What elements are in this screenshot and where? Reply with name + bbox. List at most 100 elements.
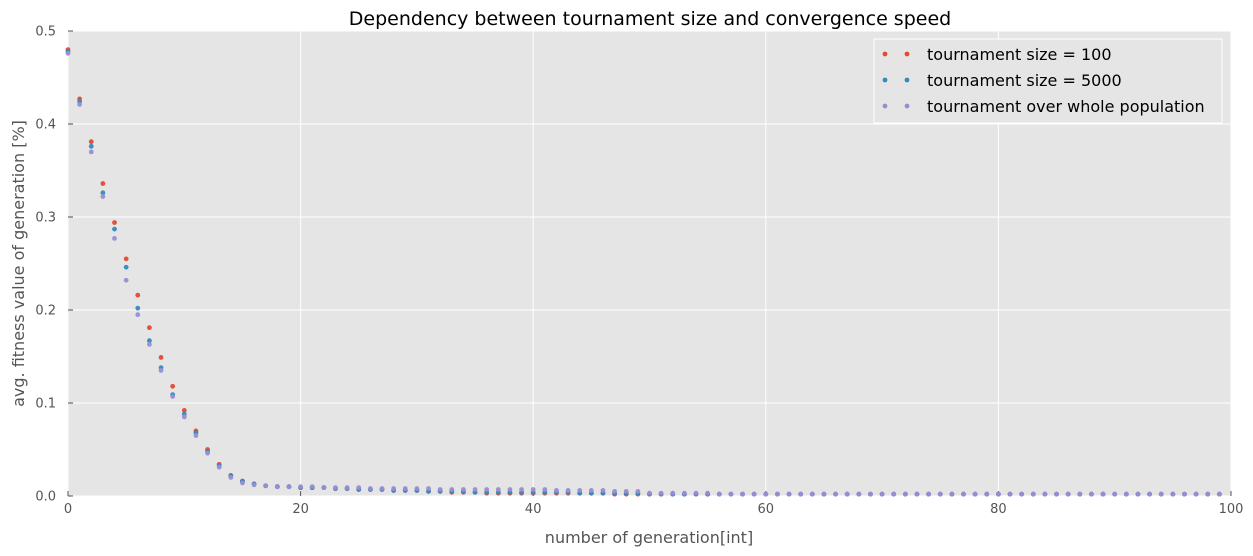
data-point <box>949 491 955 497</box>
data-point <box>135 312 141 318</box>
data-point <box>495 487 501 492</box>
data-point <box>600 488 606 493</box>
data-point <box>298 484 303 490</box>
legend-label: tournament size = 100 <box>927 45 1112 64</box>
x-axis-title: number of generation[int] <box>545 528 753 547</box>
data-point <box>844 491 850 497</box>
data-point <box>647 490 652 496</box>
data-point <box>484 487 490 492</box>
data-point <box>868 491 873 497</box>
data-point <box>88 143 94 149</box>
data-point <box>972 491 978 497</box>
data-point <box>112 235 117 241</box>
data-point <box>356 485 362 491</box>
data-point <box>763 491 769 497</box>
data-point <box>135 305 141 311</box>
data-point <box>1019 491 1025 497</box>
data-point <box>414 486 420 491</box>
legend-label: tournament over whole population <box>927 97 1205 116</box>
data-point <box>565 488 571 493</box>
y-tick-label: 0.5 <box>35 25 56 40</box>
data-point <box>1147 491 1152 497</box>
x-tick-label: 100 <box>1219 502 1244 517</box>
data-point <box>181 408 187 413</box>
data-point <box>216 464 222 470</box>
data-point <box>902 491 908 497</box>
data-point <box>158 355 164 360</box>
data-point <box>170 383 176 389</box>
data-point <box>367 486 373 491</box>
data-point <box>507 487 513 492</box>
y-tick-label: 0.3 <box>35 211 56 226</box>
data-point <box>333 485 338 491</box>
data-point <box>1077 491 1083 497</box>
data-point <box>542 487 548 492</box>
data-point <box>914 491 920 497</box>
data-point <box>205 450 210 456</box>
data-point <box>147 325 152 331</box>
data-point <box>1030 491 1036 497</box>
legend-marker <box>904 77 910 83</box>
data-point <box>100 181 106 186</box>
data-point <box>728 491 734 497</box>
data-point <box>426 486 431 491</box>
data-point <box>147 338 152 344</box>
axis-ticks: 0 20 40 60 80 100 0.0 0.1 0.2 0.3 0.4 0.5 <box>35 25 1243 518</box>
legend-marker <box>882 51 888 57</box>
data-point <box>391 486 397 491</box>
data-point <box>681 490 687 496</box>
data-point <box>344 485 350 491</box>
data-point <box>926 491 932 497</box>
data-point <box>612 488 618 494</box>
data-point <box>1042 491 1048 497</box>
data-point <box>123 277 129 283</box>
data-point <box>274 484 280 490</box>
x-tick-label: 60 <box>758 502 775 517</box>
data-point <box>996 491 1001 497</box>
data-point <box>402 486 408 491</box>
data-point <box>1089 491 1094 497</box>
x-tick-label: 0 <box>64 502 72 517</box>
data-point <box>833 491 838 497</box>
data-point <box>554 488 559 493</box>
data-point <box>658 490 664 496</box>
legend-marker <box>904 103 910 109</box>
x-tick-label: 80 <box>990 502 1007 517</box>
data-point <box>786 491 792 497</box>
x-tick-label: 20 <box>292 502 309 517</box>
data-point <box>123 264 129 270</box>
data-point <box>1158 491 1164 497</box>
grid-lines <box>67 30 1232 497</box>
data-series <box>65 47 1222 497</box>
data-point <box>1054 491 1059 497</box>
data-point <box>251 482 257 488</box>
y-tick-label: 0.4 <box>35 118 56 133</box>
data-point <box>577 488 583 493</box>
data-point <box>588 488 594 493</box>
data-point <box>112 226 117 232</box>
y-tick-label: 0.0 <box>35 490 56 505</box>
legend-label: tournament size = 5000 <box>927 71 1122 90</box>
data-point <box>693 490 699 496</box>
series-3 <box>65 50 1222 497</box>
data-point <box>158 368 164 373</box>
data-point <box>181 414 187 420</box>
x-tick-label: 40 <box>525 502 542 517</box>
data-point <box>112 220 117 225</box>
data-point <box>461 487 466 492</box>
legend-entry-2: tournament size = 5000 <box>882 71 1122 90</box>
data-point <box>147 342 152 347</box>
data-point <box>77 102 83 107</box>
data-point <box>705 490 711 496</box>
data-point <box>856 491 862 497</box>
legend-entry-3: tournament over whole population <box>882 97 1205 116</box>
data-point <box>472 487 478 492</box>
data-point <box>379 486 385 491</box>
legend-entries: tournament size = 100 tournament size = 5… <box>882 45 1205 116</box>
data-point <box>891 491 897 497</box>
legend-marker <box>904 51 910 57</box>
data-point <box>88 139 94 145</box>
data-point <box>937 491 943 497</box>
data-point <box>1007 491 1013 497</box>
